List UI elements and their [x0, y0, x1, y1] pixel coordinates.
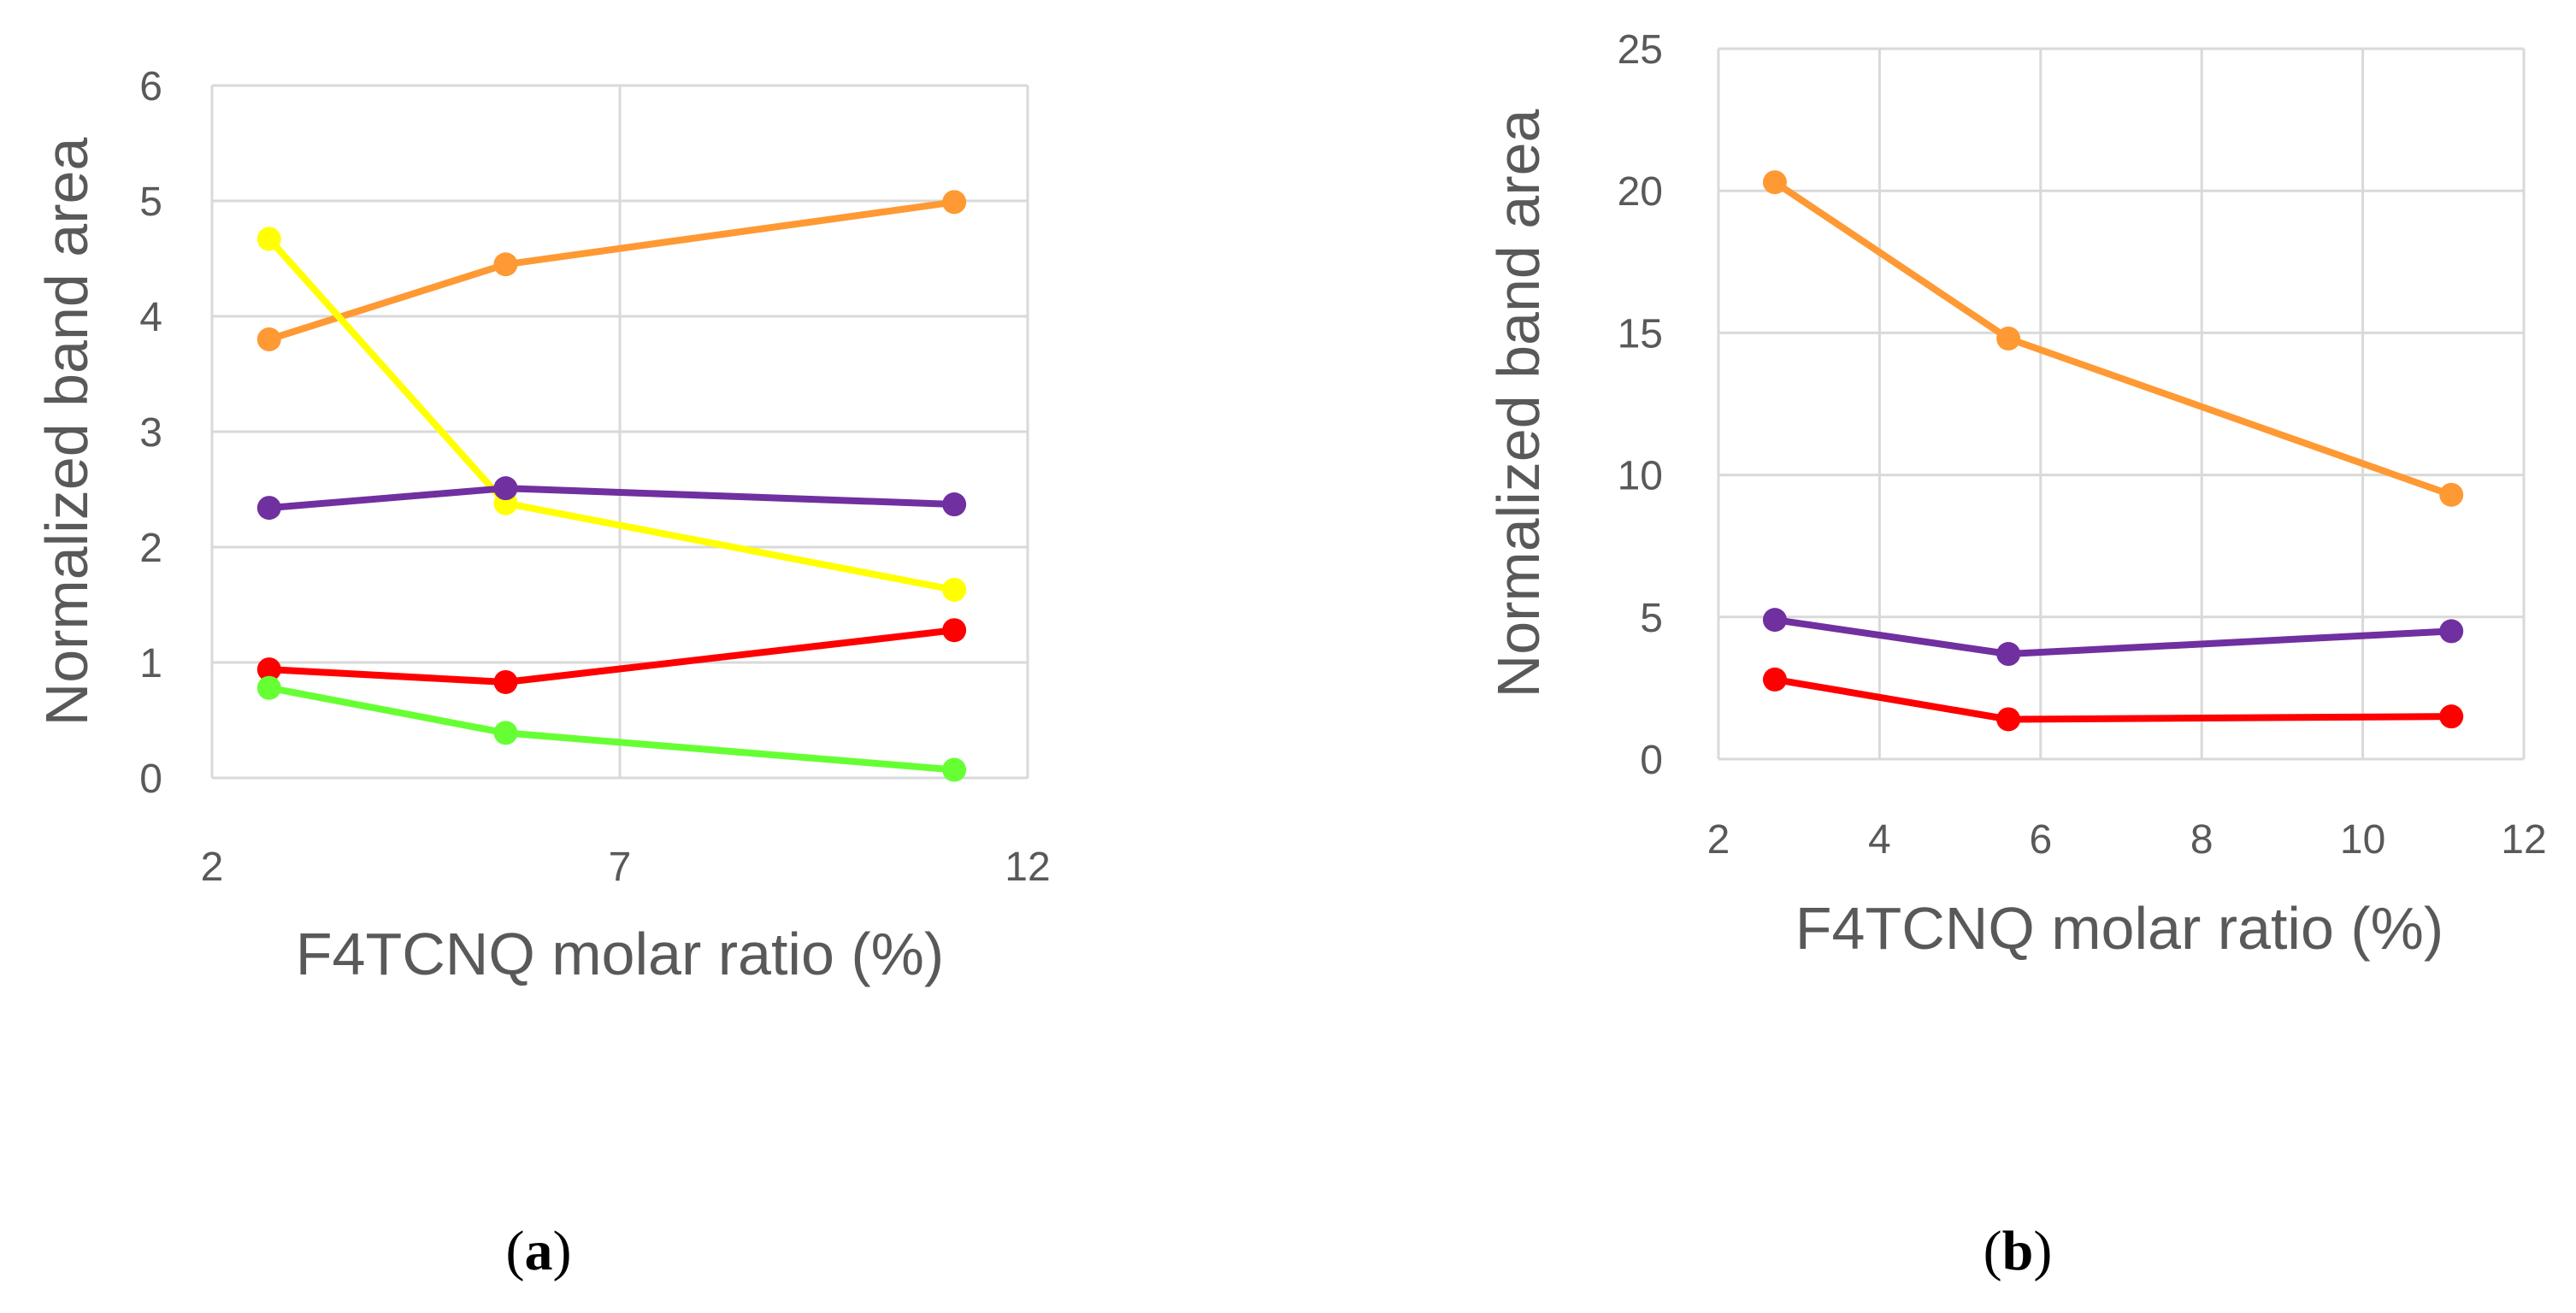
data-point-b-purple-2 — [2439, 619, 2464, 644]
series-a-green — [256, 675, 967, 782]
panel-label-a: (a) — [506, 1220, 572, 1282]
data-point-a-orange-0 — [256, 327, 281, 351]
y-axis-title-b: Normalized band area — [1485, 109, 1552, 698]
data-point-a-purple-2 — [942, 492, 967, 517]
y-tick-label-a-2: 2 — [139, 526, 162, 571]
x-tick-label-b-3: 8 — [2190, 817, 2213, 863]
data-point-b-red-1 — [1996, 707, 2021, 732]
series-a-orange — [256, 190, 967, 351]
series-line-b-purple — [1771, 616, 2455, 657]
chart-panel-b: 0 5 10 15 20 25 2 4 6 8 10 12 F4TCNQ molar ratio (%)… — [1485, 27, 2547, 962]
series-a-purple — [256, 476, 967, 521]
y-axis-title-a: Normalized band area — [33, 138, 100, 727]
x-axis-title-a: F4TCNQ molar ratio (%) — [296, 921, 944, 987]
series-line-a-orange — [265, 198, 958, 343]
y-tick-label-a-3: 3 — [139, 410, 162, 456]
x-tick-label-b-0: 2 — [1707, 817, 1730, 863]
data-point-a-yellow-2 — [942, 577, 967, 602]
y-tick-label-a-5: 5 — [139, 180, 162, 225]
x-tick-label-b-1: 4 — [1868, 817, 1891, 863]
y-tick-label-b-1: 5 — [1640, 596, 1663, 641]
data-point-a-green-2 — [942, 757, 967, 782]
data-point-a-purple-0 — [256, 496, 281, 521]
series-a-red — [256, 618, 967, 694]
data-point-a-green-0 — [256, 675, 281, 700]
x-tick-label-a-2: 12 — [1005, 845, 1050, 890]
y-tick-label-b-4: 20 — [1618, 169, 1663, 215]
series-b-red — [1762, 667, 2464, 732]
series-b-orange — [1762, 170, 2464, 507]
data-point-b-orange-1 — [1996, 327, 2021, 351]
y-tick-label-a-1: 1 — [139, 641, 162, 686]
x-tick-label-b-5: 12 — [2501, 817, 2546, 863]
data-point-b-red-0 — [1762, 667, 1787, 692]
y-tick-label-b-3: 15 — [1618, 311, 1663, 356]
series-line-b-red — [1771, 675, 2455, 723]
data-point-a-purple-1 — [493, 476, 518, 501]
x-axis-title-b: F4TCNQ molar ratio (%) — [1795, 895, 2443, 962]
series-a-yellow — [256, 227, 967, 602]
series-line-a-red — [265, 627, 958, 686]
data-point-a-red-0 — [256, 657, 281, 682]
y-tick-label-a-0: 0 — [139, 757, 162, 802]
series-line-a-yellow — [265, 235, 958, 593]
series-line-a-green — [265, 684, 958, 774]
data-point-b-purple-0 — [1762, 608, 1787, 633]
data-point-a-orange-2 — [942, 190, 967, 215]
data-point-b-orange-0 — [1762, 170, 1787, 195]
y-tick-label-a-6: 6 — [139, 64, 162, 109]
series-b-purple — [1762, 608, 2464, 667]
data-point-a-yellow-0 — [256, 227, 281, 251]
data-point-a-red-2 — [942, 618, 967, 643]
y-tick-label-b-5: 25 — [1618, 27, 1663, 73]
data-point-a-green-1 — [493, 721, 518, 745]
x-tick-label-b-2: 6 — [2029, 817, 2052, 863]
x-tick-label-b-4: 10 — [2340, 817, 2385, 863]
data-point-a-red-1 — [493, 669, 518, 694]
data-point-a-orange-1 — [493, 252, 518, 277]
data-point-b-purple-1 — [1996, 642, 2021, 667]
series-line-b-orange — [1771, 179, 2455, 498]
data-point-b-red-2 — [2439, 704, 2464, 729]
data-point-b-orange-2 — [2439, 482, 2464, 507]
y-tick-label-a-4: 4 — [139, 295, 162, 340]
y-tick-label-b-0: 0 — [1640, 738, 1663, 783]
series-line-a-purple — [265, 485, 958, 512]
x-tick-label-a-0: 2 — [201, 845, 224, 890]
panel-label-b: (b) — [1984, 1220, 2053, 1282]
y-tick-label-b-2: 10 — [1618, 454, 1663, 499]
x-tick-label-a-1: 7 — [609, 845, 632, 890]
